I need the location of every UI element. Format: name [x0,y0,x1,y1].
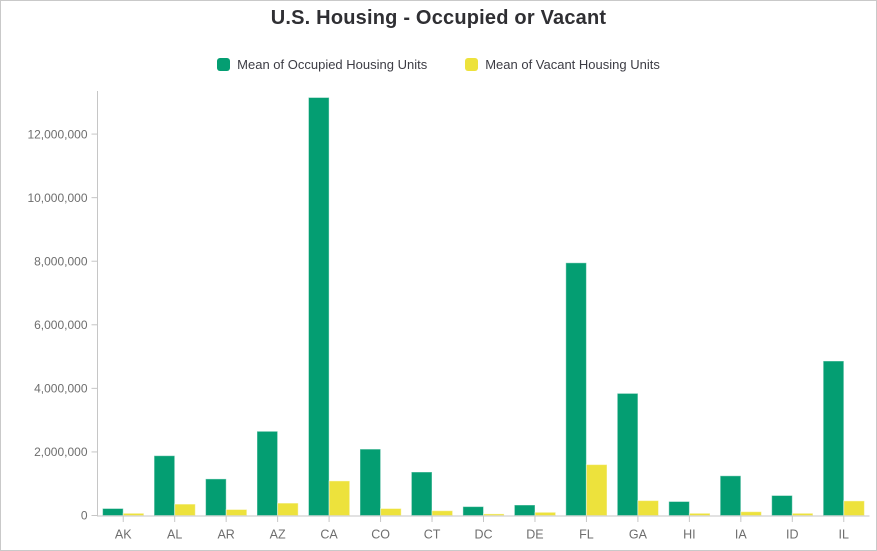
legend: Mean of Occupied Housing Units Mean of V… [1,56,876,72]
bar-occupied-IL[interactable] [822,360,845,516]
y-axis-label-2000000: 2,000,000 [34,445,88,459]
legend-item-occupied[interactable]: Mean of Occupied Housing Units [217,57,427,72]
bar-occupied-IA[interactable] [719,475,742,516]
x-axis-label-IA: IA [735,528,747,542]
legend-swatch-vacant-icon [465,57,479,71]
chart-title: U.S. Housing - Occupied or Vacant [270,7,607,29]
bar-vacant-DC[interactable] [483,513,505,517]
y-axis-label-6000000: 6,000,000 [34,318,88,332]
bar-occupied-FL[interactable] [565,262,587,516]
x-axis-label-ID: ID [786,528,799,542]
bar-occupied-CO[interactable] [359,448,382,517]
bar-vacant-IA[interactable] [740,511,762,517]
bar-occupied-AK[interactable] [102,508,124,516]
bar-vacant-IL[interactable] [843,500,865,516]
bar-vacant-AR[interactable] [225,509,248,516]
x-axis-label-GA: GA [629,528,648,542]
bar-vacant-AK[interactable] [122,512,145,516]
x-axis-label-IL: IL [839,528,849,542]
y-axis-label-8000000: 8,000,000 [34,254,88,268]
x-axis-label-AL: AL [167,528,182,542]
legend-swatch-occupied-icon [217,57,231,71]
legend-label-occupied: Mean of Occupied Housing Units [237,56,428,72]
bar-vacant-CA[interactable] [328,480,351,516]
x-axis-label-AR: AR [217,528,234,542]
bar-vacant-AL[interactable] [174,503,196,517]
bar-occupied-AL[interactable] [153,455,176,517]
bar-vacant-HI[interactable] [688,512,711,516]
bar-occupied-CA[interactable] [308,97,330,516]
x-axis-label-HI: HI [683,528,696,542]
bar-vacant-GA[interactable] [637,500,660,517]
bar-occupied-ID[interactable] [771,495,793,516]
x-axis-label-AZ: AZ [270,528,286,542]
bar-occupied-GA[interactable] [616,392,639,516]
y-axis-label-0: 0 [81,509,88,523]
bar-vacant-ID[interactable] [791,512,814,516]
bar-occupied-AR[interactable] [205,478,227,516]
x-axis-label-FL: FL [579,528,594,542]
x-axis-label-DC: DC [474,528,492,542]
y-axis-label-4000000: 4,000,000 [34,382,88,396]
legend-label-vacant: Mean of Vacant Housing Units [485,56,660,72]
bar-vacant-CT[interactable] [431,510,454,517]
y-axis-label-10000000: 10,000,000 [27,191,87,205]
y-axis-label-12000000: 12,000,000 [27,127,87,141]
bar-vacant-AZ[interactable] [277,502,299,517]
bar-occupied-CT[interactable] [410,471,433,516]
bar-occupied-DE[interactable] [513,504,536,516]
x-axis-label-CT: CT [424,528,441,542]
bar-vacant-CO[interactable] [380,508,402,516]
x-axis-label-CA: CA [320,528,338,542]
x-axis-label-CO: CO [371,528,390,542]
bar-vacant-FL[interactable] [585,464,608,517]
bar-occupied-HI[interactable] [668,501,690,516]
legend-item-vacant[interactable]: Mean of Vacant Housing Units [465,57,660,72]
bar-occupied-DC[interactable] [462,506,484,517]
bar-occupied-AZ[interactable] [256,430,279,516]
x-axis-label-DE: DE [526,528,543,542]
bar-vacant-DE[interactable] [534,511,557,516]
x-axis-label-AK: AK [115,528,132,542]
